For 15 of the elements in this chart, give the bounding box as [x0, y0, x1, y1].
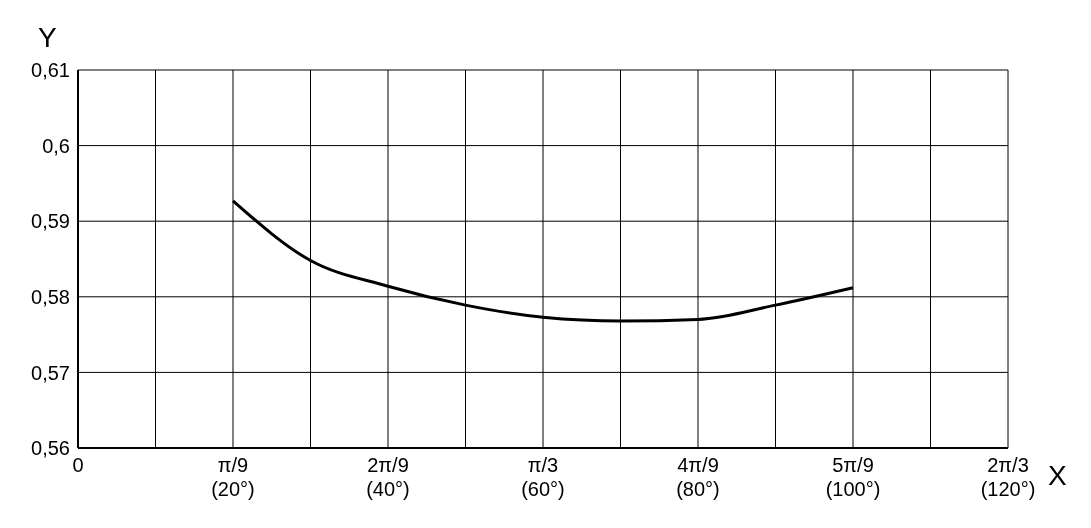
x-tick-label: π/9 (20°) — [211, 454, 255, 500]
y-axis-title: Y — [38, 22, 57, 54]
x-tick-label: 4π/9 (80°) — [676, 454, 720, 500]
x-tick-label: 0 — [72, 454, 84, 476]
x-tick-label: 5π/9 (100°) — [825, 454, 881, 500]
x-tick-label: π/3 (60°) — [521, 454, 565, 500]
x-axis-title: X — [1048, 460, 1067, 492]
y-tick-label: 0,58 — [31, 285, 70, 308]
x-tick-label: 2π/3 (120°) — [980, 454, 1036, 500]
y-tick-label: 0,61 — [31, 59, 70, 82]
y-tick-label: 0,59 — [31, 210, 70, 233]
x-tick-label: 2π/9 (40°) — [366, 454, 410, 500]
y-tick-label: 0,6 — [42, 134, 70, 157]
y-tick-label: 0,57 — [31, 361, 70, 384]
y-tick-label: 0,56 — [31, 437, 70, 460]
